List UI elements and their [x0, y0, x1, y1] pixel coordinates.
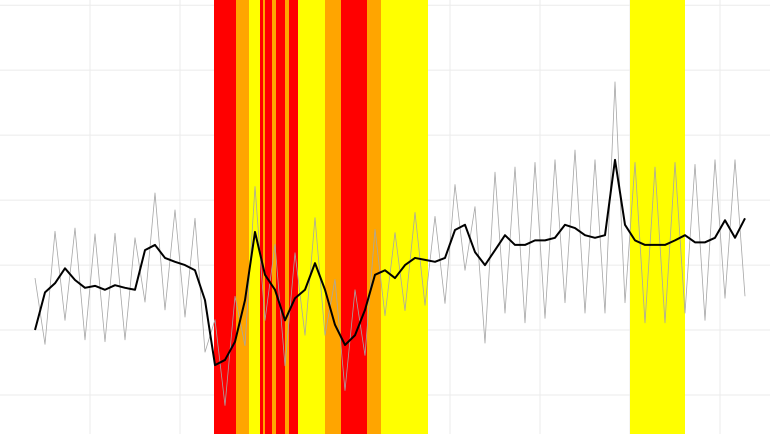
band	[367, 0, 381, 434]
band	[341, 0, 367, 434]
series-line	[34, 158, 746, 367]
band	[289, 0, 298, 434]
band	[236, 0, 249, 434]
band	[630, 0, 685, 434]
band	[265, 0, 272, 434]
band	[249, 0, 260, 434]
band	[381, 0, 428, 434]
band	[285, 0, 289, 434]
band	[325, 0, 341, 434]
band	[263, 0, 265, 434]
band	[214, 0, 236, 434]
band	[276, 0, 285, 434]
band	[298, 0, 325, 434]
band	[272, 0, 276, 434]
band	[260, 0, 263, 434]
